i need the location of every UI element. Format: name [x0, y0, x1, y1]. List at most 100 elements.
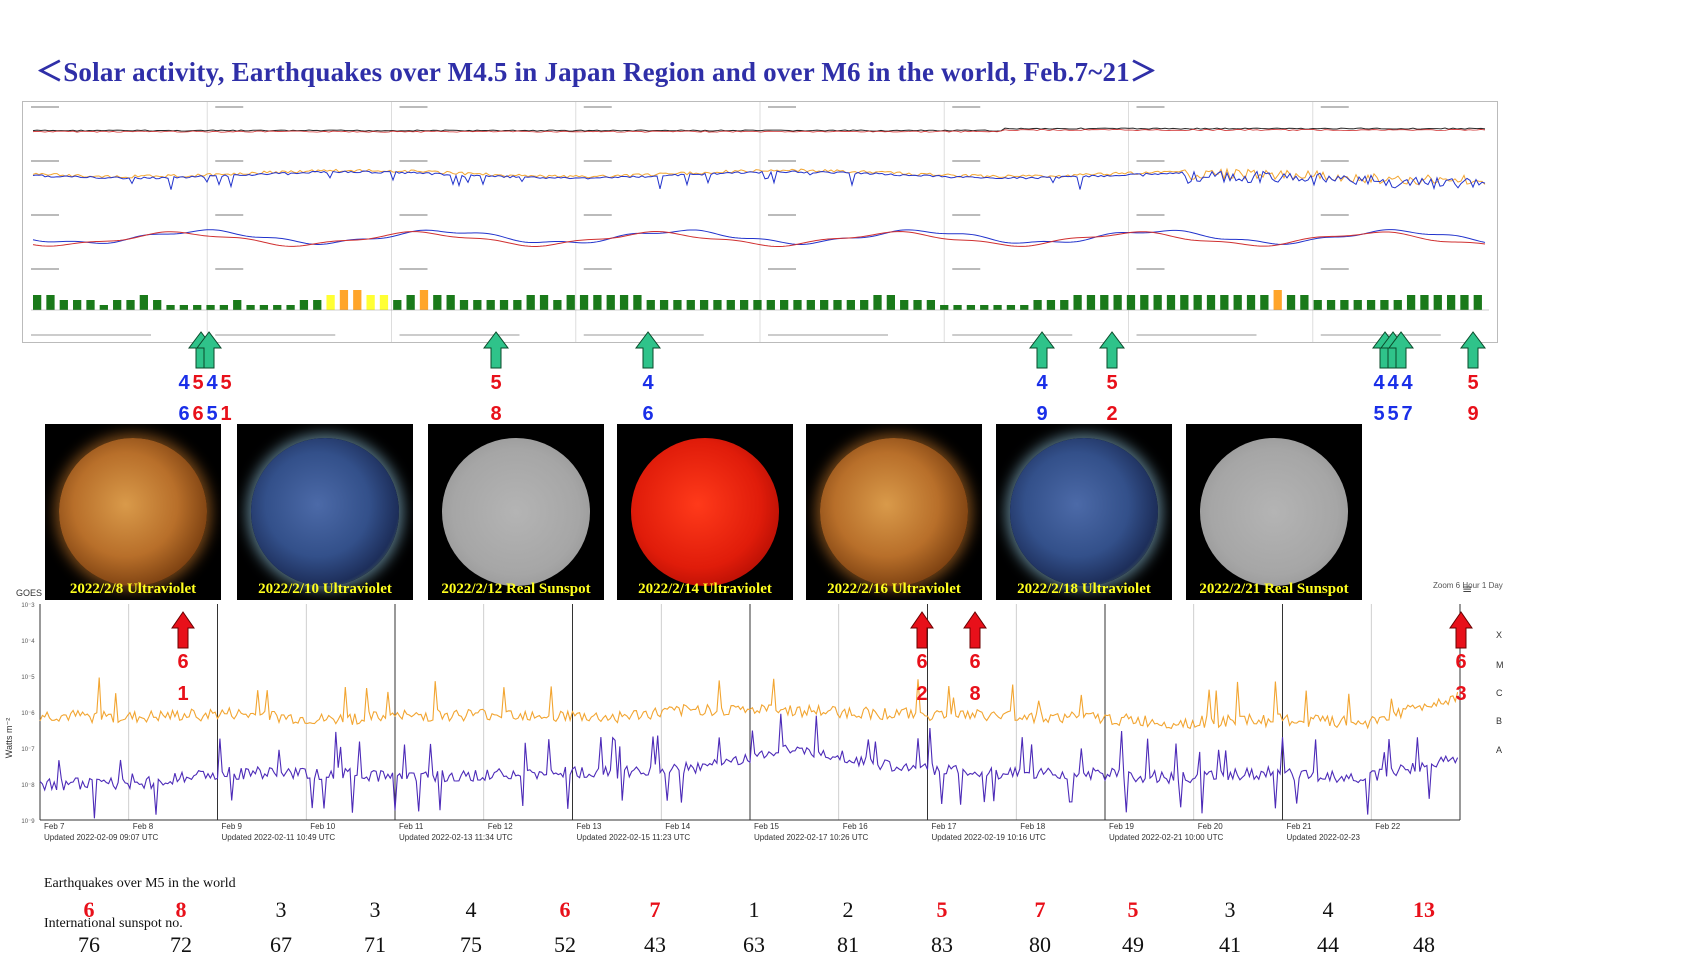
japan-quake-magnitude: 4 [1387, 372, 1399, 394]
goes-date-label: Feb 8 [133, 822, 154, 831]
japan-quake-decimal: 6 [642, 403, 653, 425]
sunspot-heading: International sunspot no. [44, 916, 183, 931]
mini-label [1320, 160, 1349, 162]
goes-y-tick: 10⁻4 [21, 639, 35, 645]
sunspot-number: 71 [364, 932, 386, 957]
japan-quake-decimal: 7 [1401, 403, 1412, 425]
electron-flux-line [32, 167, 1486, 186]
kp-bar [1086, 295, 1096, 310]
kp-bar [846, 300, 855, 310]
goes-updated-label: Updated 2022-02-13 11:34 UTC [399, 833, 513, 842]
mini-footer [768, 334, 888, 336]
goes-date-label: Feb 11 [399, 822, 424, 831]
sun-disc [59, 438, 207, 586]
kp-bar [659, 300, 669, 310]
japan-quake-magnitude: 4 [1401, 372, 1413, 394]
goes-xray-series [39, 713, 1459, 819]
japan-quake-magnitude: 4 [1373, 372, 1385, 394]
kp-bar [1393, 300, 1402, 310]
kp-bar [1273, 290, 1282, 310]
kp-bar [1193, 295, 1202, 310]
flare-level-label: C [1496, 688, 1503, 698]
kp-bar [99, 305, 108, 310]
menu-icon[interactable]: ≡ [1462, 582, 1473, 596]
kp-bar [153, 300, 162, 310]
mini-label [31, 106, 59, 108]
kp-bar [526, 295, 535, 310]
sun-disc [1010, 438, 1158, 586]
sun-image-caption: 2022/2/10 Ultraviolet [258, 581, 392, 597]
sunspot-number: 44 [1317, 932, 1339, 957]
japan-quake-magnitude: 4 [206, 372, 218, 394]
mini-label [952, 214, 981, 216]
japan-quake-magnitude: 4 [642, 372, 654, 394]
kp-bar [33, 295, 42, 310]
sunspot-number: 75 [460, 932, 482, 957]
mini-footer [399, 334, 520, 336]
mini-label [1136, 106, 1165, 108]
japan-quake-magnitude: 4 [178, 372, 190, 394]
kp-bar [913, 300, 922, 310]
mini-label [399, 106, 428, 108]
earthquake-count: 4 [1322, 897, 1334, 922]
kp-bar [166, 305, 175, 310]
proton-flux-line [32, 128, 1486, 133]
sunspot-number: 83 [931, 932, 953, 957]
goes-date-label: Feb 13 [577, 822, 602, 831]
japan-quake-magnitude: 5 [490, 372, 501, 394]
kp-bar [1286, 295, 1296, 310]
kp-bar [566, 295, 575, 310]
kp-bar [980, 305, 989, 310]
earthquake-count: 4 [465, 897, 477, 922]
space-weather-panel [22, 101, 1498, 343]
japan-quake-decimal: 1 [220, 403, 231, 425]
sun-image-caption: 2022/2/21 Real Sunspot [1199, 581, 1349, 597]
goes-date-label: Feb 22 [1375, 822, 1400, 831]
mini-label [399, 268, 428, 270]
mini-label [768, 160, 796, 162]
goes-date-label: Feb 15 [754, 822, 779, 831]
goes-date-label: Feb 20 [1198, 822, 1223, 831]
kp-bar [1220, 295, 1229, 310]
sunspot-number: 67 [270, 932, 292, 957]
kp-bar [59, 300, 68, 310]
mini-label [215, 214, 244, 216]
kp-bar [353, 290, 362, 310]
kp-bar [1446, 295, 1456, 310]
goes-date-label: Feb 16 [843, 822, 868, 831]
kp-bar [1166, 295, 1176, 310]
earthquake-count: 13 [1413, 897, 1435, 922]
japan-quake-decimal: 5 [206, 403, 217, 425]
sun-image: 2022/2/12 Real Sunspot [428, 424, 604, 600]
kp-bar [940, 305, 949, 310]
sun-disc [631, 438, 779, 586]
mini-label [399, 214, 428, 216]
kp-bar [1300, 295, 1309, 310]
kp-bar [1113, 295, 1122, 310]
flare-level-label: B [1496, 716, 1502, 726]
kp-bar [259, 305, 269, 310]
kp-bar [726, 300, 735, 310]
kp-bar [753, 300, 762, 310]
magnetometer-line [32, 231, 1486, 247]
kp-bar [713, 300, 722, 310]
kp-bar [1046, 300, 1056, 310]
earthquake-count: 7 [1034, 897, 1046, 922]
goes-xray-panel: GOES Watts m⁻² 10⁻3 10⁻4 10⁻5 10⁻6 10⁻7 10⁻8 10⁻… [0, 588, 1694, 848]
mini-label [1320, 214, 1349, 216]
kp-bar [606, 295, 615, 310]
kp-bar [1406, 295, 1416, 310]
kp-bar [793, 300, 802, 310]
kp-bar [1033, 300, 1042, 310]
kp-bar [406, 295, 415, 310]
kp-bar [206, 305, 215, 310]
kp-bar [1206, 295, 1216, 310]
kp-bar [1366, 300, 1376, 310]
kp-bar [966, 305, 976, 310]
sunspot-number: 48 [1413, 932, 1435, 957]
zoom-control[interactable]: Zoom 6 Hour 1 Day [1433, 581, 1503, 590]
japan-quake-decimal: 6 [192, 403, 203, 425]
earthquake-count: 3 [275, 897, 287, 922]
sunspot-number: 52 [554, 932, 576, 957]
electron-flux-line [32, 170, 1486, 191]
